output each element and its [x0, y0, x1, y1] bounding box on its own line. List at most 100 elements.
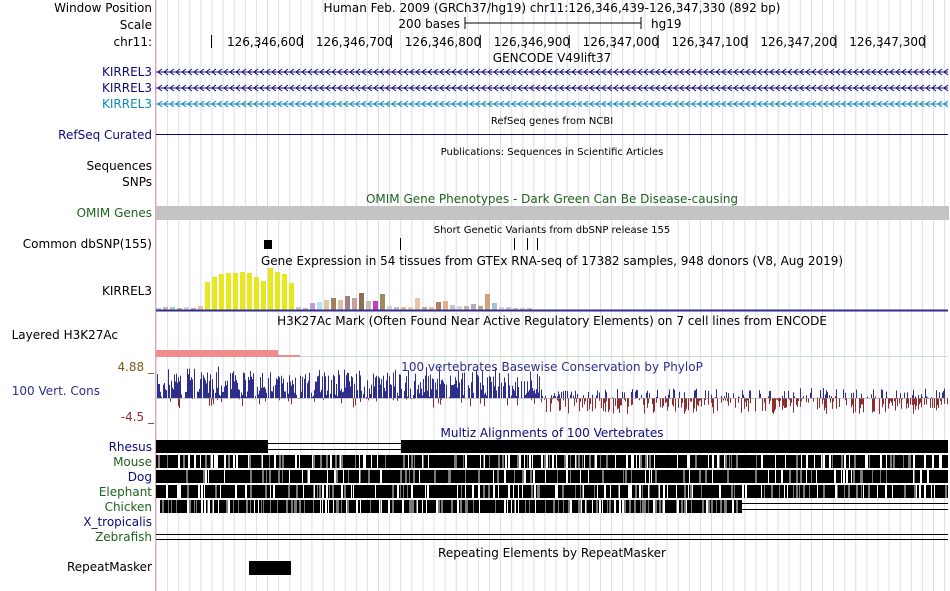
- publications-label-line1[interactable]: Sequences: [86, 159, 152, 173]
- alignment-gap: [534, 485, 536, 498]
- alignment-gap: [419, 470, 420, 483]
- alignment-gap: [843, 470, 845, 483]
- gene-strand-arrows: [157, 100, 949, 108]
- ruler-tick-label: 126,347,100: [671, 35, 748, 49]
- alignment-gap: [336, 470, 338, 483]
- alignment-gap: [853, 470, 855, 483]
- multiz-species-chicken[interactable]: Chicken: [104, 500, 152, 514]
- alignment-gap: [167, 455, 168, 468]
- multiz-species-mouse[interactable]: Mouse: [113, 455, 152, 469]
- alignment-gap: [799, 485, 800, 498]
- alignment-gap: [518, 485, 519, 498]
- gene-strand-arrows: [157, 68, 949, 76]
- alignment-gap: [515, 500, 516, 513]
- alignment-gap: [400, 485, 401, 498]
- alignment-gap: [313, 500, 314, 513]
- alignment-gap: [319, 485, 321, 498]
- h3k27ac-track-label[interactable]: Layered H3K27Ac: [11, 328, 118, 342]
- alignment-gap: [417, 500, 418, 513]
- gencode-gene-label-3[interactable]: KIRREL3: [102, 97, 152, 111]
- gtex-track-label[interactable]: KIRREL3: [102, 284, 152, 298]
- phylop-track-label[interactable]: 100 Vert. Cons: [11, 384, 100, 398]
- alignment-gap: [916, 485, 917, 498]
- alignment-gap: [461, 485, 462, 498]
- alignment-gap: [162, 500, 164, 513]
- repeatmasker-track-label[interactable]: RepeatMasker: [66, 560, 152, 574]
- alignment-gap: [701, 485, 702, 498]
- alignment-gap: [341, 485, 343, 498]
- multiz-species-rhesus[interactable]: Rhesus: [108, 440, 152, 454]
- alignment-gap: [564, 455, 566, 468]
- alignment-gap: [924, 455, 926, 468]
- alignment-gap: [370, 500, 371, 513]
- multiz-species-elephant[interactable]: Elephant: [98, 485, 152, 499]
- alignment-gap: [158, 455, 160, 468]
- dbsnp-track-label[interactable]: Common dbSNP(155): [22, 237, 152, 251]
- alignment-gap: [686, 500, 687, 513]
- alignment-gap: [649, 470, 650, 483]
- alignment-gap: [856, 485, 858, 498]
- alignment-gap: [834, 470, 836, 483]
- alignment-gap: [314, 485, 315, 498]
- alignment-gap: [413, 470, 415, 483]
- h3k27ac-track-title: H3K27Ac Mark (Often Found Near Active Re…: [277, 314, 827, 328]
- alignment-gap: [846, 470, 848, 483]
- refseq-track-label[interactable]: RefSeq Curated: [58, 128, 152, 142]
- alignment-gap: [483, 485, 485, 498]
- multiz-species-zebrafish[interactable]: Zebrafish: [95, 530, 152, 544]
- alignment-gap: [519, 455, 521, 468]
- alignment-gap: [663, 500, 665, 513]
- gencode-gene-label-2[interactable]: KIRREL3: [102, 81, 152, 95]
- snp-variant: [527, 238, 528, 250]
- scale-db-label: hg19: [651, 17, 682, 31]
- alignment-gap: [796, 455, 798, 468]
- publications-label-line2[interactable]: SNPs: [122, 175, 152, 189]
- alignment-gap: [359, 455, 360, 468]
- multiz-species-dog[interactable]: Dog: [127, 470, 152, 484]
- alignment-gap: [204, 500, 206, 513]
- alignment-gap: [868, 485, 870, 498]
- phylop-positive-signal: [157, 366, 945, 398]
- alignment-gap: [556, 455, 557, 468]
- alignment-gap: [246, 485, 247, 498]
- omim-track-label[interactable]: OMIM Genes: [76, 206, 152, 220]
- alignment-gap: [189, 455, 190, 468]
- alignment-gap: [745, 485, 747, 498]
- alignment-gap: [295, 455, 297, 468]
- alignment-gap: [589, 455, 591, 468]
- ruler-tick-label: 126,347,300: [849, 35, 926, 49]
- gencode-gene-label-1[interactable]: KIRREL3: [102, 65, 152, 79]
- alignment-gap: [832, 455, 833, 468]
- gtex-tissue-bar: [233, 273, 238, 310]
- alignment-gap: [205, 455, 207, 468]
- alignment-gap: [823, 455, 825, 468]
- alignment-gap: [690, 485, 692, 498]
- alignment-gap: [803, 485, 805, 498]
- alignment-gap: [403, 485, 404, 498]
- alignment-gap: [497, 470, 499, 483]
- alignment-gap: [527, 455, 528, 468]
- alignment-gap: [626, 470, 627, 483]
- gtex-tissue-bar: [247, 273, 252, 310]
- gtex-tissue-bar: [436, 302, 441, 310]
- alignment-gap: [504, 500, 506, 513]
- alignment-gap: [484, 455, 485, 468]
- alignment-gap: [449, 470, 451, 483]
- alignment-gap: [689, 470, 690, 483]
- alignment-gap: [725, 455, 727, 468]
- alignment-gap: [796, 485, 798, 498]
- assembly-position-text[interactable]: Human Feb. 2009 (GRCh37/hg19) chr11:126,…: [323, 1, 781, 15]
- alignment-gap: [716, 500, 717, 513]
- multiz-species-xtropicalis[interactable]: X_tropicalis: [83, 515, 152, 529]
- alignment-gap: [171, 500, 172, 513]
- alignment-gap: [322, 500, 323, 513]
- alignment-gap: [600, 455, 601, 468]
- repeat-element: [249, 561, 291, 575]
- alignment-gap: [545, 500, 546, 513]
- alignment-gap: [236, 455, 238, 468]
- alignment-gap: [422, 455, 423, 468]
- alignment-gap: [557, 470, 558, 483]
- alignment-gap: [335, 455, 337, 468]
